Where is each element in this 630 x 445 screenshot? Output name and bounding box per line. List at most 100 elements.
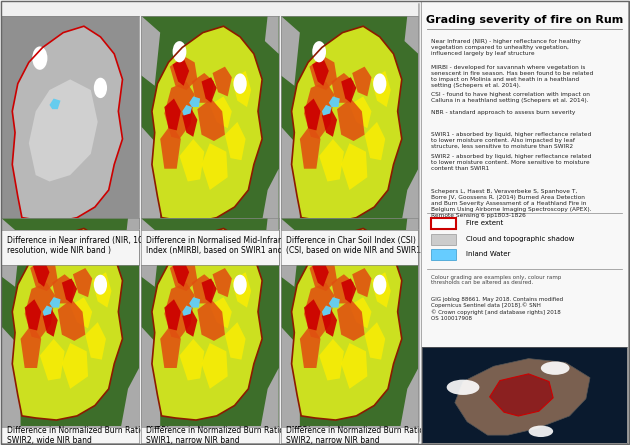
Polygon shape [365, 122, 386, 160]
Polygon shape [401, 169, 418, 228]
Polygon shape [170, 56, 197, 90]
Polygon shape [202, 279, 217, 303]
Polygon shape [29, 79, 98, 182]
Polygon shape [30, 258, 58, 291]
Polygon shape [58, 299, 85, 341]
Polygon shape [331, 274, 353, 303]
Polygon shape [141, 126, 160, 228]
Polygon shape [350, 97, 372, 128]
Polygon shape [152, 228, 262, 420]
Text: MIRBI - developed for savannah where vegetation is
senescent in fire season. Has: MIRBI - developed for savannah where veg… [431, 65, 593, 88]
Polygon shape [292, 228, 402, 420]
Polygon shape [25, 299, 41, 331]
Polygon shape [212, 268, 232, 297]
Polygon shape [12, 228, 122, 420]
Polygon shape [40, 339, 65, 380]
Polygon shape [85, 322, 106, 360]
Polygon shape [341, 279, 357, 303]
Polygon shape [192, 274, 214, 303]
Polygon shape [265, 16, 278, 54]
Text: Difference in Char Soil Index (CSI)
(CSI, based on wide NIR and SWIR1): Difference in Char Soil Index (CSI) (CSI… [286, 236, 424, 255]
Text: Cloud and topographic shadow: Cloud and topographic shadow [466, 236, 575, 242]
Polygon shape [300, 324, 321, 368]
Polygon shape [232, 71, 251, 107]
Polygon shape [352, 268, 372, 297]
Circle shape [173, 243, 186, 264]
Polygon shape [341, 77, 357, 103]
Polygon shape [312, 58, 329, 86]
Polygon shape [329, 297, 340, 307]
Polygon shape [372, 272, 391, 307]
Polygon shape [404, 218, 418, 255]
Text: Difference in Normalized Burn Ratio (NBR)
SWIR2, narrow NIR band: Difference in Normalized Burn Ratio (NBR… [286, 425, 449, 445]
Polygon shape [202, 77, 217, 103]
Polygon shape [121, 368, 139, 426]
Polygon shape [192, 73, 214, 103]
Polygon shape [337, 299, 365, 341]
Polygon shape [189, 297, 200, 307]
Circle shape [447, 380, 479, 395]
Text: Fire extent: Fire extent [466, 220, 504, 227]
Polygon shape [180, 339, 204, 380]
Text: Grading severity of fire on Rum: Grading severity of fire on Rum [426, 16, 623, 25]
Polygon shape [182, 307, 197, 337]
Polygon shape [202, 343, 227, 389]
Polygon shape [1, 326, 21, 426]
Text: GIG joblog 88661. May 2018. Contains modified
Copernicus Sentinel data [2018].© : GIG joblog 88661. May 2018. Contains mod… [431, 297, 563, 321]
Polygon shape [73, 268, 92, 297]
Polygon shape [1, 16, 139, 228]
Polygon shape [225, 322, 246, 360]
Text: Near Infrared (NIR) - higher reflectance for healthy
vegetation compared to unhe: Near Infrared (NIR) - higher reflectance… [431, 39, 581, 56]
Text: Difference in Normalized Burn Ratio (NBR)
SWIR2, wide NIR band: Difference in Normalized Burn Ratio (NBR… [7, 425, 169, 445]
Text: Inland Water: Inland Water [466, 251, 511, 257]
Polygon shape [401, 368, 418, 426]
Circle shape [173, 41, 186, 62]
Text: SWIR2 - absorbed by liquid, higher reflectance related
to lower moisture content: SWIR2 - absorbed by liquid, higher refle… [431, 154, 592, 170]
Polygon shape [322, 107, 337, 137]
Polygon shape [164, 98, 181, 130]
Circle shape [312, 243, 326, 264]
Circle shape [94, 78, 107, 98]
Text: Difference in Normalised Mid-Infrared Burn
Index (nMIRBI, based on SWIR1 and SWI: Difference in Normalised Mid-Infrared Bu… [146, 236, 313, 255]
Polygon shape [197, 98, 225, 141]
Text: SWIR1 - absorbed by liquid, higher reflectance related
to lower moisture content: SWIR1 - absorbed by liquid, higher refle… [431, 132, 592, 149]
Polygon shape [182, 105, 192, 116]
Polygon shape [50, 98, 60, 109]
Polygon shape [12, 26, 122, 222]
Polygon shape [304, 98, 321, 130]
Polygon shape [212, 67, 232, 97]
Polygon shape [141, 326, 160, 426]
Polygon shape [280, 126, 300, 228]
Polygon shape [322, 306, 331, 316]
Polygon shape [70, 297, 92, 328]
Polygon shape [309, 56, 337, 90]
Polygon shape [202, 143, 227, 190]
Polygon shape [322, 307, 337, 337]
Polygon shape [365, 322, 386, 360]
Polygon shape [372, 71, 391, 107]
Polygon shape [455, 359, 590, 435]
Polygon shape [33, 260, 50, 287]
Polygon shape [265, 218, 278, 255]
Polygon shape [1, 218, 21, 287]
Polygon shape [232, 272, 251, 307]
Polygon shape [329, 97, 340, 107]
Text: Colour grading are examples only, colour ramp
thresholds can be altered as desir: Colour grading are examples only, colour… [431, 275, 561, 286]
Polygon shape [182, 306, 192, 316]
Polygon shape [331, 73, 353, 103]
Polygon shape [319, 339, 344, 380]
Polygon shape [25, 283, 55, 339]
Polygon shape [261, 169, 278, 228]
Circle shape [373, 275, 386, 295]
Polygon shape [225, 122, 246, 160]
Polygon shape [141, 218, 278, 426]
Polygon shape [164, 299, 181, 331]
Polygon shape [404, 16, 418, 54]
Polygon shape [210, 297, 232, 328]
Polygon shape [312, 260, 329, 287]
Polygon shape [164, 283, 195, 339]
Polygon shape [152, 26, 262, 222]
Text: Difference in Normalized Burn Ratio  (NBR)
SWIR1, narrow NIR band: Difference in Normalized Burn Ratio (NBR… [146, 425, 311, 445]
Polygon shape [210, 97, 232, 128]
Bar [431, 234, 456, 245]
